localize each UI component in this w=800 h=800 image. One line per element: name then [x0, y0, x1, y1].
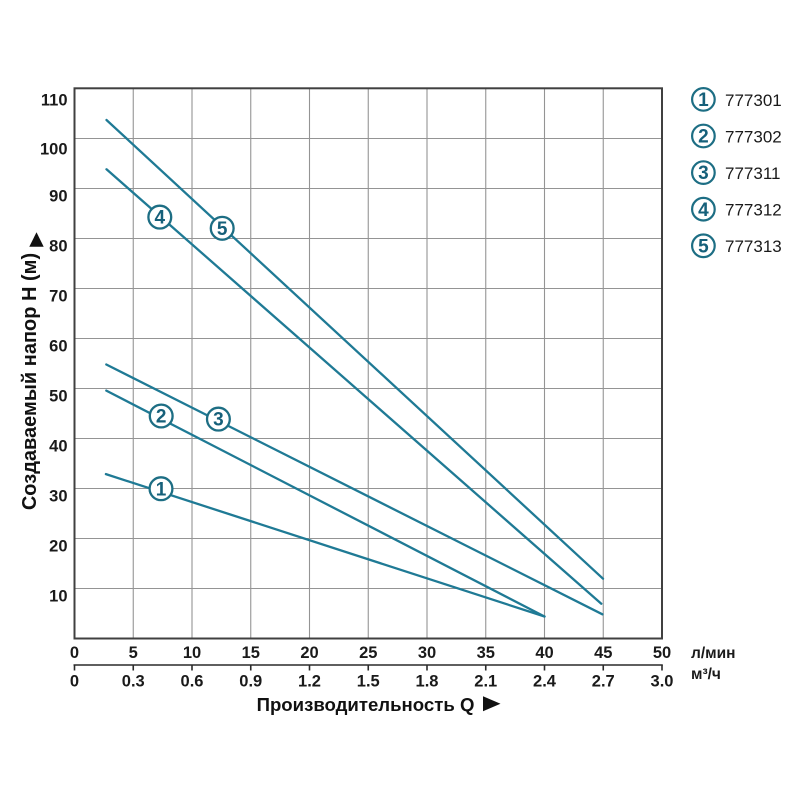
- svg-text:0.3: 0.3: [122, 673, 145, 691]
- svg-text:45: 45: [594, 644, 612, 662]
- svg-text:5: 5: [217, 219, 228, 240]
- svg-text:2: 2: [698, 127, 709, 148]
- svg-text:0: 0: [70, 673, 79, 691]
- svg-text:1.8: 1.8: [416, 673, 439, 691]
- svg-text:25: 25: [359, 644, 377, 662]
- svg-text:2.4: 2.4: [533, 673, 557, 691]
- svg-text:110: 110: [41, 92, 68, 110]
- svg-text:90: 90: [49, 188, 67, 206]
- svg-text:80: 80: [49, 238, 67, 256]
- svg-text:2: 2: [156, 407, 167, 428]
- svg-text:0.6: 0.6: [181, 673, 204, 691]
- svg-text:50: 50: [49, 388, 67, 406]
- svg-text:2.7: 2.7: [592, 673, 615, 691]
- svg-text:777301: 777301: [725, 91, 782, 110]
- svg-text:1.2: 1.2: [298, 673, 321, 691]
- svg-text:777311: 777311: [725, 164, 780, 183]
- svg-text:40: 40: [535, 644, 553, 662]
- svg-text:777302: 777302: [725, 127, 782, 146]
- svg-text:3.0: 3.0: [651, 673, 674, 691]
- svg-text:Создаваемый напор H (м): Создаваемый напор H (м): [19, 253, 41, 510]
- svg-text:15: 15: [242, 644, 260, 662]
- svg-text:5: 5: [129, 644, 138, 662]
- svg-text:3: 3: [213, 410, 224, 431]
- svg-text:100: 100: [40, 141, 68, 159]
- svg-text:2.1: 2.1: [474, 673, 497, 691]
- svg-text:777313: 777313: [725, 237, 782, 256]
- svg-text:0: 0: [70, 644, 79, 662]
- svg-text:20: 20: [49, 538, 67, 556]
- svg-text:Производительность Q: Производительность Q: [257, 694, 475, 715]
- svg-text:1: 1: [698, 90, 709, 111]
- svg-text:10: 10: [49, 588, 67, 606]
- svg-text:4: 4: [155, 208, 166, 229]
- svg-text:1.5: 1.5: [357, 673, 380, 691]
- svg-text:40: 40: [49, 438, 67, 456]
- svg-text:777312: 777312: [725, 201, 782, 220]
- svg-text:3: 3: [698, 163, 709, 184]
- svg-text:5: 5: [698, 236, 709, 257]
- svg-text:70: 70: [49, 288, 67, 306]
- svg-text:30: 30: [418, 644, 436, 662]
- svg-text:л/мин: л/мин: [691, 645, 736, 662]
- svg-text:10: 10: [183, 644, 201, 662]
- svg-text:20: 20: [300, 644, 318, 662]
- svg-text:50: 50: [653, 644, 671, 662]
- svg-text:м³/ч: м³/ч: [691, 666, 721, 683]
- svg-text:0.9: 0.9: [239, 673, 262, 691]
- svg-text:1: 1: [156, 479, 167, 500]
- svg-text:30: 30: [49, 488, 67, 506]
- svg-text:4: 4: [698, 200, 709, 221]
- svg-text:35: 35: [477, 644, 495, 662]
- svg-text:60: 60: [49, 338, 67, 356]
